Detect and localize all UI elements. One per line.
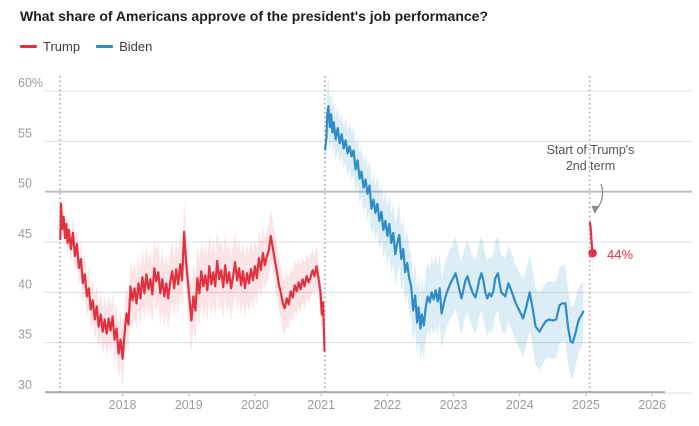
- series-trump-2nd-term-: [588, 215, 597, 276]
- annotation-line-2: 2nd term: [565, 159, 616, 173]
- confidence-band: [60, 193, 325, 388]
- trend-line: [59, 202, 326, 360]
- x-tick-label: 2020: [241, 398, 269, 412]
- biden-line-swatch: [96, 45, 114, 48]
- y-tick-label: 55: [18, 126, 32, 140]
- y-tick-label: 60%: [18, 76, 43, 90]
- y-tick-label: 30: [18, 378, 32, 392]
- legend-item-biden: Biden: [96, 39, 152, 54]
- x-tick-label: 2018: [109, 398, 137, 412]
- confidence-band: [325, 76, 584, 378]
- x-tick-label: 2025: [572, 398, 600, 412]
- x-tick-label: 2022: [373, 398, 401, 412]
- chart-title: What share of Americans approve of the p…: [20, 8, 489, 24]
- legend: Trump Biden: [20, 39, 152, 54]
- annotation-start-of-2nd-term: Start of Trump's 2nd term: [528, 142, 653, 174]
- legend-label-biden: Biden: [119, 39, 153, 54]
- x-tick-label: 2021: [307, 398, 335, 412]
- x-tick-label: 2026: [638, 398, 666, 412]
- y-tick-label: 40: [18, 277, 32, 291]
- annotation-line-1: Start of Trump's: [546, 143, 635, 157]
- y-tick-label: 35: [18, 328, 32, 342]
- x-axis: 2018 2019 2020 2021 2022 2023 2024 2025 2026: [45, 391, 666, 412]
- trend-line: [588, 221, 594, 255]
- series-trump-1st-term-: [59, 193, 326, 388]
- y-tick-label: 50: [18, 177, 32, 191]
- x-tick-label: 2019: [175, 398, 203, 412]
- trend-line: [324, 104, 585, 344]
- y-tick-label: 45: [18, 227, 32, 241]
- trump-line-swatch: [20, 45, 37, 48]
- legend-item-trump: Trump: [20, 39, 80, 54]
- x-tick-label: 2024: [506, 398, 534, 412]
- latest-value-dot: [588, 248, 597, 258]
- end-value-label: 44%: [607, 247, 634, 262]
- legend-label-trump: Trump: [43, 39, 81, 54]
- x-tick-label: 2023: [440, 398, 468, 412]
- series-biden: [324, 76, 585, 378]
- annotation-arrow: [591, 183, 604, 214]
